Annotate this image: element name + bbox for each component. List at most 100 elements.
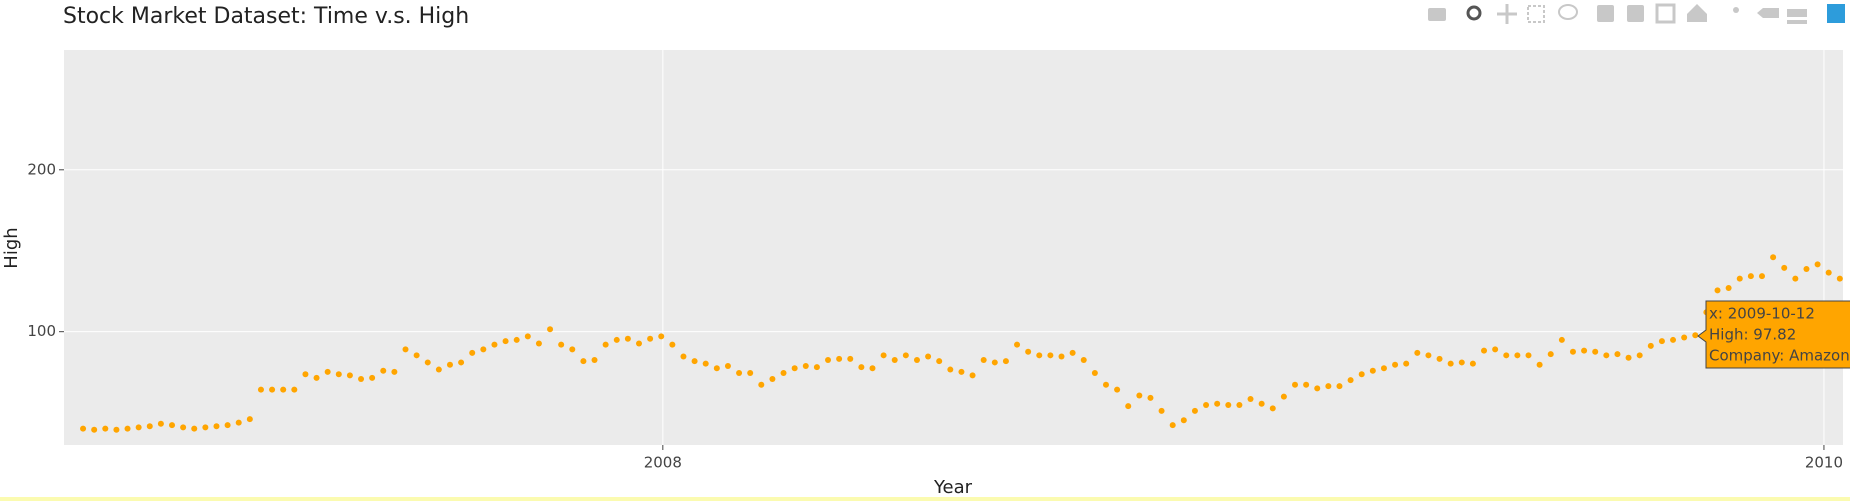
point <box>1603 352 1610 359</box>
point <box>1369 367 1376 374</box>
point <box>80 425 87 432</box>
point <box>613 336 620 343</box>
point <box>1380 365 1387 372</box>
point <box>1525 352 1532 359</box>
point <box>791 365 798 372</box>
autoscale-button[interactable] <box>1655 3 1676 24</box>
point <box>524 333 531 340</box>
box-select-button[interactable] <box>1527 5 1545 23</box>
zoom-in-button[interactable] <box>1597 5 1614 22</box>
point <box>1458 359 1465 366</box>
plotly-logo[interactable] <box>1827 4 1845 23</box>
tooltip-line: x: 2009-10-12 <box>1709 305 1815 323</box>
point <box>469 349 476 356</box>
point <box>1814 261 1821 268</box>
point <box>169 422 176 429</box>
hover-closest-button[interactable] <box>1757 8 1779 18</box>
zoom-button[interactable] <box>1466 5 1482 21</box>
point <box>691 358 698 365</box>
hover-compare-button[interactable] <box>1787 9 1807 24</box>
point <box>1102 381 1109 388</box>
point <box>135 424 142 431</box>
y-axis-title: High <box>1 227 22 268</box>
point <box>380 367 387 374</box>
point <box>813 364 820 371</box>
point <box>1180 417 1187 424</box>
point <box>1025 348 1032 355</box>
point <box>358 375 365 382</box>
point <box>1280 393 1287 400</box>
point <box>1681 334 1688 341</box>
point <box>1536 361 1543 368</box>
point <box>1125 403 1132 410</box>
point <box>658 333 665 340</box>
point <box>1136 392 1143 399</box>
zoom-out-button[interactable] <box>1627 5 1644 22</box>
point <box>591 357 598 364</box>
point <box>1002 358 1009 365</box>
point <box>891 357 898 364</box>
point <box>758 381 765 388</box>
point <box>1736 275 1743 282</box>
point <box>1725 284 1732 291</box>
tooltip-box <box>1697 300 1850 369</box>
lasso-button[interactable] <box>1558 4 1578 20</box>
tooltip-line: Company: Amazon <box>1709 347 1850 365</box>
point <box>191 425 198 432</box>
point <box>1069 349 1076 356</box>
point <box>1492 346 1499 353</box>
point <box>1247 396 1254 403</box>
bottom-strip <box>0 497 1850 501</box>
point <box>346 372 353 379</box>
point <box>313 374 320 381</box>
point <box>869 365 876 372</box>
point <box>713 365 720 372</box>
point <box>91 426 98 433</box>
point <box>913 357 920 364</box>
point <box>1825 269 1832 276</box>
point <box>902 352 909 359</box>
point <box>1147 394 1154 401</box>
y-tick-label: 100 <box>27 322 56 340</box>
point <box>435 366 442 373</box>
point <box>1169 422 1176 429</box>
point <box>1558 336 1565 343</box>
point <box>1803 266 1810 273</box>
point <box>969 372 976 379</box>
point <box>1203 402 1210 409</box>
camera-button[interactable] <box>1428 8 1446 21</box>
point <box>1403 360 1410 367</box>
spikelines-button[interactable] <box>1733 7 1739 13</box>
point <box>936 358 943 365</box>
point <box>291 386 298 393</box>
point <box>624 335 631 342</box>
point <box>157 420 164 427</box>
point <box>269 386 276 393</box>
point <box>480 346 487 353</box>
point <box>1625 354 1632 361</box>
pan-button[interactable] <box>1497 4 1517 24</box>
point <box>858 364 865 371</box>
point <box>424 359 431 366</box>
x-tick-label: 2008 <box>644 454 682 472</box>
point <box>402 346 409 353</box>
point <box>769 375 776 382</box>
reset-button[interactable] <box>1687 4 1707 22</box>
point <box>1469 360 1476 367</box>
point <box>558 341 565 348</box>
point <box>1747 273 1754 280</box>
point <box>124 425 131 432</box>
tooltip: x: 2009-10-12 High: 97.82 Company: Amazon <box>1697 300 1850 369</box>
point <box>1692 332 1699 339</box>
point <box>369 374 376 381</box>
point <box>1658 338 1665 345</box>
point <box>1581 347 1588 354</box>
point <box>1336 383 1343 390</box>
point <box>1670 336 1677 343</box>
point <box>1414 349 1421 356</box>
point <box>1569 348 1576 355</box>
point <box>847 355 854 362</box>
point <box>747 369 754 376</box>
point <box>1481 347 1488 354</box>
point <box>1080 357 1087 364</box>
